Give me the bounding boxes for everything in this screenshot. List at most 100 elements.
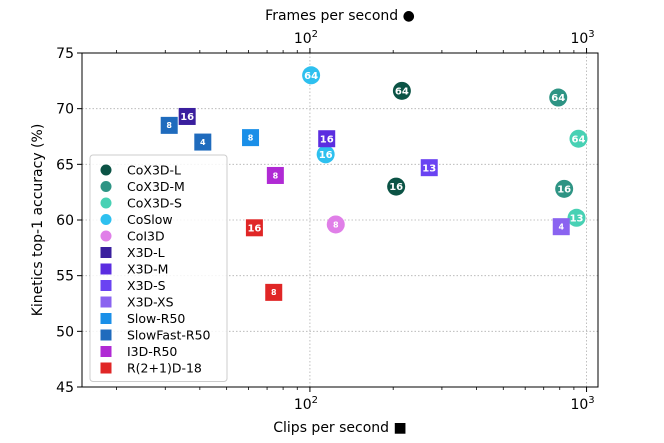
data-point: 8 [266,166,284,184]
legend-item: X3D-M [100,262,168,277]
y-tick-label: 55 [56,269,74,285]
legend-label: X3D-XS [127,295,174,310]
point-label: 64 [304,71,318,82]
point-label: 8 [333,220,339,229]
point-marker-circle [302,66,321,85]
point-marker-square [245,219,263,237]
y-tick-label: 70 [56,102,74,118]
data-point: 64 [549,88,568,107]
point-label: 16 [320,134,334,145]
point-label: 16 [247,223,261,234]
point-label: 16 [557,184,571,195]
y-tick-label: 50 [56,324,74,340]
legend-label: CoX3D-L [127,163,181,178]
point-marker-square [552,218,570,236]
data-point: 4 [194,133,212,151]
legend-item: I3D-R50 [100,344,177,359]
legend-marker-square [100,362,112,374]
legend-item: CoX3D-S [100,196,182,211]
data-point: 16 [316,145,335,164]
x-tick-exponent: 2 [312,395,318,406]
legend-marker-square [100,329,112,341]
data-point: 13 [567,208,586,227]
point-marker-circle [316,145,335,164]
y-tick-label: 75 [56,46,74,62]
y-tick-label: 45 [56,380,74,396]
legend-marker-circle [100,181,112,192]
point-marker-square [178,107,196,125]
legend-box [89,154,228,382]
point-label: 8 [248,133,254,142]
data-point: 64 [302,66,321,85]
point-label: 4 [200,138,206,147]
point-label: 64 [395,86,409,97]
legend-label: X3D-S [127,278,166,293]
point-label: 8 [271,288,277,297]
legend-marker-circle [100,197,112,209]
legend-item: R(2+1)D-18 [100,361,202,376]
legend-item: CoSlow [100,212,173,227]
legend-item: X3D-L [100,245,165,260]
legend-label: R(2+1)D-18 [127,361,202,376]
point-marker-circle [326,215,345,234]
legend-marker-circle [100,214,112,225]
legend-marker-square [100,313,112,324]
legend-label: I3D-R50 [127,344,177,359]
legend-item: X3D-S [100,278,166,293]
point-marker-square [265,283,283,301]
point-label: 8 [166,121,172,130]
data-point: 16 [318,130,336,148]
point-label: 13 [422,163,436,174]
data-point: 8 [160,116,178,134]
legend-label: CoSlow [127,212,173,227]
data-point: 8 [242,129,260,147]
legend-marker-square [100,280,112,291]
legend-item: SlowFast-R50 [100,328,211,343]
data-point: 4 [552,218,570,236]
legend-item: CoI3D [100,229,165,244]
x-top-axis-title: Frames per second ● [265,8,415,24]
point-marker-square [420,159,438,177]
point-label: 8 [273,171,279,180]
legend-label: CoX3D-M [127,179,185,194]
legend-marker-circle [100,164,112,176]
y-tick-label: 60 [56,213,74,229]
legend-label: X3D-M [127,262,168,277]
legend-marker-square [100,263,112,275]
point-marker-circle [555,179,574,198]
x-tick-exponent: 3 [588,395,594,406]
data-point: 16 [387,177,406,196]
point-marker-circle [387,177,406,196]
legend-item: X3D-XS [100,295,174,310]
legend-marker-square [100,247,112,258]
point-label: 16 [180,112,194,123]
legend-label: X3D-L [127,245,165,260]
point-marker-square [194,133,212,151]
legend-item: CoX3D-L [100,163,181,178]
data-point: 64 [392,81,411,100]
point-label: 4 [558,223,564,232]
data-point: 16 [178,107,196,125]
legend-marker-circle [100,230,112,242]
data-point: 16 [555,179,574,198]
legend-label: SlowFast-R50 [127,328,211,343]
point-marker-circle [549,88,568,107]
data-point: 64 [569,129,588,148]
point-label: 16 [319,150,333,161]
point-marker-circle [392,81,411,100]
legend-item: CoX3D-M [100,179,185,194]
point-marker-square [318,130,336,148]
legend-marker-square [100,346,112,357]
legend-label: CoI3D [127,229,165,244]
y-tick-label: 65 [56,157,74,173]
point-marker-circle [567,208,586,227]
legend-label: CoX3D-S [127,196,182,211]
y-axis-title: Kinetics top-1 accuracy (%) [30,124,46,317]
point-label: 64 [551,93,565,104]
point-marker-circle [569,129,588,148]
data-point: 16 [245,219,263,237]
data-point: 8 [265,283,283,301]
